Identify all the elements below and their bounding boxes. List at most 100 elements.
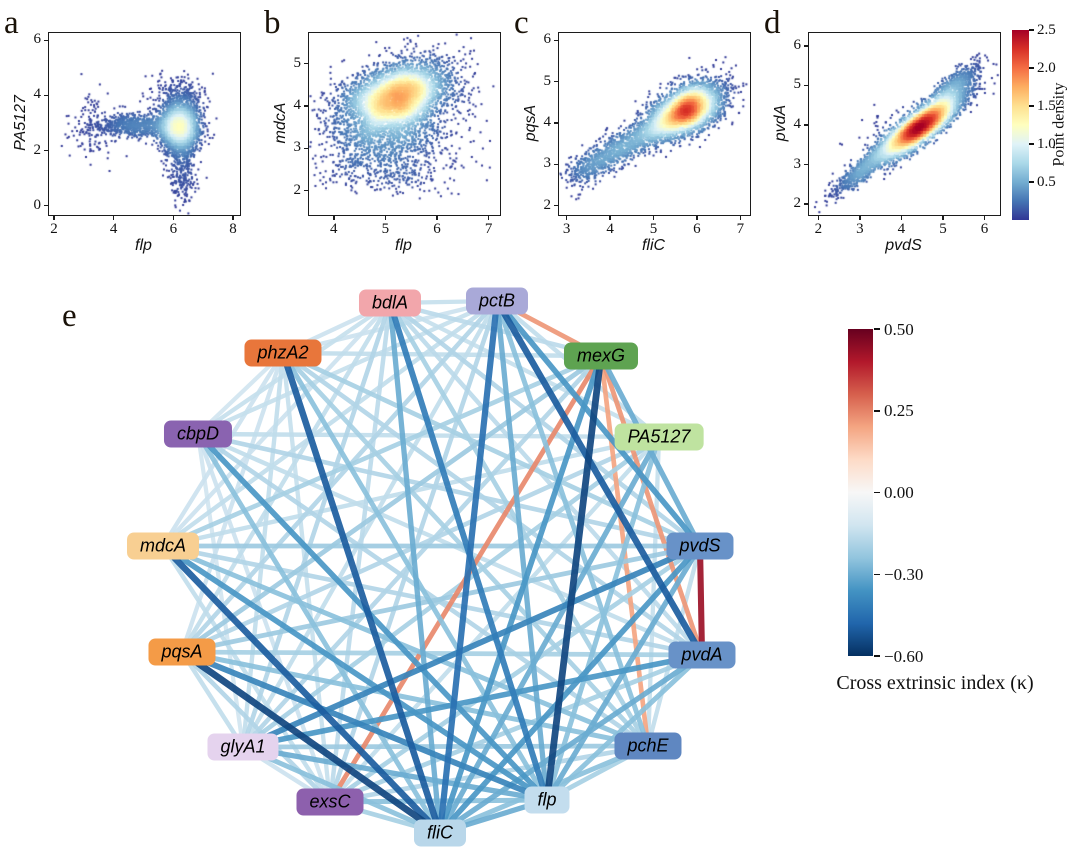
y-tick — [304, 105, 308, 107]
kappa-tick-label: 0.25 — [884, 401, 914, 421]
edge-cbpD-fliC — [195, 431, 443, 836]
y-tick — [304, 147, 308, 150]
y-tick-label: 3 — [293, 139, 302, 156]
edge-PA5127-fliC — [437, 434, 662, 836]
y-tick — [44, 149, 48, 152]
y-tick — [804, 45, 808, 47]
panel-letter-a: a — [4, 5, 19, 41]
y-tick — [554, 204, 558, 207]
y-tick-label: 5 — [293, 54, 302, 71]
y-tick — [804, 124, 808, 126]
x-tick-label: 5 — [649, 221, 658, 237]
x-tick-label: 7 — [736, 221, 745, 237]
x-tick-label: 7 — [484, 221, 493, 237]
scatter-canvas-c — [559, 33, 750, 215]
edge-pqsA-flp — [179, 649, 550, 803]
y-tick-label: 2 — [293, 181, 302, 198]
edge-pqsA-glyA1 — [179, 649, 246, 750]
edge-cbpD-PA5127 — [195, 431, 662, 440]
y-tick — [304, 62, 308, 65]
edge-flp-glyA1 — [240, 744, 550, 803]
edge-mexG-flp — [543, 352, 605, 804]
x-tick-label: 5 — [939, 221, 947, 237]
x-tick — [172, 215, 175, 220]
network-node-fliC: fliC — [414, 819, 466, 847]
edge-PA5127-flp — [544, 434, 662, 803]
x-tick-label: 6 — [693, 221, 701, 237]
edge-bdlA-pvdS — [387, 300, 703, 549]
edge-pctB-flp — [494, 298, 550, 803]
y-tick — [554, 80, 558, 83]
x-tick — [696, 215, 698, 220]
edge-pctB-pvdA — [493, 297, 706, 659]
network-node-pctB: pctB — [465, 287, 529, 315]
kappa-tick — [874, 491, 880, 494]
x-axis-label-flp: flp — [395, 237, 412, 254]
network-node-PA5127: PA5127 — [614, 423, 704, 451]
density-tick — [1029, 29, 1034, 31]
x-tick-label: 5 — [381, 221, 390, 237]
density-tick — [1029, 105, 1034, 107]
edge-phzA2-exsC — [280, 350, 333, 805]
x-tick-label: 3 — [562, 221, 571, 237]
x-tick-label: 2 — [50, 221, 58, 237]
scatter-canvas-b — [309, 33, 500, 215]
edge-PA5127-pchE — [645, 434, 662, 749]
y-tick-label: 4 — [293, 97, 302, 114]
x-tick — [652, 215, 655, 220]
x-tick — [942, 215, 944, 220]
x-tick-label: 4 — [606, 221, 614, 237]
y-tick-label: 3 — [793, 155, 802, 172]
kappa-gradient — [848, 329, 873, 656]
x-tick — [436, 215, 438, 220]
y-tick-label: 4 — [33, 86, 42, 103]
edge-phzA2-pvdS — [280, 350, 703, 549]
edge-pvdA-exsC — [327, 652, 705, 805]
y-tick-label: 2 — [793, 195, 802, 212]
kappa-tick — [874, 328, 880, 330]
network-node-cbpD: cbpD — [163, 420, 233, 448]
edge-PA5127-glyA1 — [240, 434, 662, 750]
kappa-tick-label: −0.30 — [884, 564, 924, 584]
x-tick — [739, 215, 742, 220]
network-node-mdcA: mdcA — [126, 532, 200, 560]
x-tick-label: 6 — [169, 221, 178, 237]
edge-pvdS-fliC — [437, 543, 703, 836]
y-tick — [804, 203, 808, 205]
network-node-mexG: mexG — [563, 342, 639, 370]
edge-mexG-pvdA — [598, 353, 705, 658]
network-node-exsC: exsC — [296, 788, 364, 816]
density-tick-label: 0.5 — [1037, 173, 1056, 190]
y-tick-label: 6 — [543, 31, 552, 48]
kappa-tick — [874, 573, 880, 575]
network-node-pqsA: pqsA — [148, 638, 216, 666]
scatter-panel-c: c 3 4 5 6 7 2 3 4 5 6 fliC pqsA — [510, 0, 760, 256]
edge-pvdA-fliC — [437, 652, 705, 836]
edge-pqsA-pvdA — [179, 649, 705, 658]
x-tick — [232, 215, 234, 220]
edge-bdlA-pqsA — [179, 300, 393, 655]
panel-letter-e: e — [62, 298, 77, 334]
density-tick — [1029, 67, 1034, 69]
panel-letter-b: b — [264, 5, 281, 41]
scatter-canvas-a — [49, 33, 240, 215]
plot-area-b — [308, 32, 501, 216]
y-tick-label: 6 — [793, 36, 802, 53]
network-node-bdlA: bdlA — [358, 289, 422, 317]
y-tick-label: 0 — [33, 196, 42, 213]
y-tick-label: 3 — [543, 155, 552, 172]
x-tick — [983, 215, 986, 220]
x-axis-label-pvdS: pvdS — [885, 237, 922, 254]
network-node-pvdS: pvdS — [666, 532, 734, 560]
x-tick — [817, 215, 820, 220]
y-tick — [554, 163, 558, 166]
edge-pqsA-pvdS — [179, 543, 703, 655]
density-tick-label: 2.0 — [1037, 59, 1056, 76]
network-node-pvdA: pvdA — [668, 641, 736, 669]
edge-bdlA-glyA1 — [240, 300, 393, 750]
x-tick — [565, 215, 568, 220]
x-tick-label: 6 — [433, 221, 441, 237]
panel-letter-c: c — [514, 5, 529, 41]
scatter-canvas-d — [809, 33, 1000, 215]
